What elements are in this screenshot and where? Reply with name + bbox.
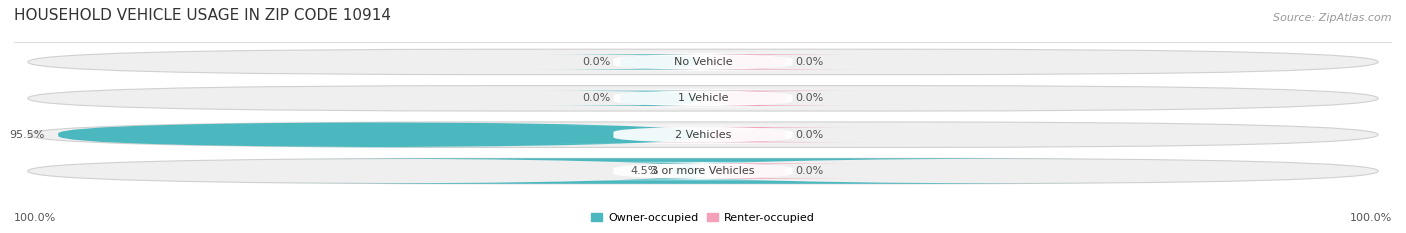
FancyBboxPatch shape [544,53,862,71]
FancyBboxPatch shape [28,158,1378,184]
Text: 4.5%: 4.5% [630,166,659,176]
Text: 0.0%: 0.0% [796,166,824,176]
Text: 0.0%: 0.0% [582,93,610,103]
Text: 2 Vehicles: 2 Vehicles [675,130,731,140]
Text: No Vehicle: No Vehicle [673,57,733,67]
Text: Source: ZipAtlas.com: Source: ZipAtlas.com [1274,13,1392,23]
Text: 0.0%: 0.0% [796,93,824,103]
Text: 100.0%: 100.0% [14,213,56,223]
Text: 0.0%: 0.0% [582,57,610,67]
FancyBboxPatch shape [544,89,862,107]
Text: 0.0%: 0.0% [796,57,824,67]
FancyBboxPatch shape [531,91,786,106]
FancyBboxPatch shape [28,122,1378,147]
FancyBboxPatch shape [544,126,862,144]
Text: 100.0%: 100.0% [1350,213,1392,223]
Legend: Owner-occupied, Renter-occupied: Owner-occupied, Renter-occupied [586,208,820,227]
FancyBboxPatch shape [28,49,1378,75]
FancyBboxPatch shape [620,163,875,179]
Text: 3 or more Vehicles: 3 or more Vehicles [651,166,755,176]
FancyBboxPatch shape [28,86,1378,111]
Text: 95.5%: 95.5% [8,130,45,140]
FancyBboxPatch shape [262,158,1114,184]
Text: 0.0%: 0.0% [796,130,824,140]
FancyBboxPatch shape [620,54,875,70]
FancyBboxPatch shape [620,127,875,142]
Text: HOUSEHOLD VEHICLE USAGE IN ZIP CODE 10914: HOUSEHOLD VEHICLE USAGE IN ZIP CODE 1091… [14,7,391,23]
FancyBboxPatch shape [531,54,786,70]
FancyBboxPatch shape [544,162,862,180]
FancyBboxPatch shape [620,91,875,106]
Text: 1 Vehicle: 1 Vehicle [678,93,728,103]
FancyBboxPatch shape [58,122,703,147]
